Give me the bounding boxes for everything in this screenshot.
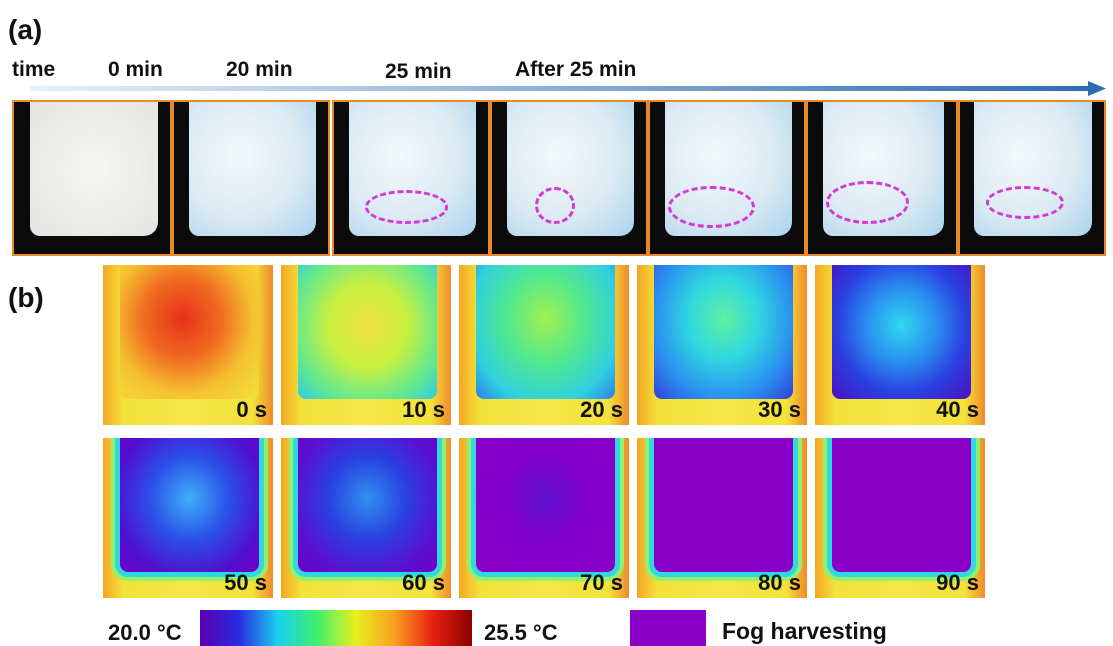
time-tick: 0 min [108, 58, 163, 82]
highlight-ellipse [986, 186, 1064, 219]
frame-label: 60 s [402, 570, 445, 596]
fabric-thermal [832, 265, 971, 399]
legend-swatch [630, 610, 706, 646]
fabric-thermal [476, 438, 615, 572]
photo-frame [490, 100, 648, 256]
fabric-thermal [120, 265, 259, 399]
frame-label: 30 s [758, 397, 801, 423]
time-arrow [0, 80, 1113, 98]
photo-frame [648, 100, 806, 256]
thermal-image: 90 s [815, 438, 985, 598]
fabric-thermal [654, 438, 793, 572]
frame-label: 40 s [936, 397, 979, 423]
fabric-thermal [120, 438, 259, 572]
photo-frame [12, 100, 172, 256]
colorbar-min: 20.0 °C [108, 620, 182, 646]
frame-label: 50 s [224, 570, 267, 596]
time-tick: 20 min [226, 58, 293, 82]
fabric-thermal [298, 265, 437, 399]
thermal-image: 50 s [103, 438, 273, 598]
highlight-ellipse [535, 187, 575, 223]
frame-label: 80 s [758, 570, 801, 596]
time-tick: After 25 min [515, 58, 636, 82]
thermal-image: 70 s [459, 438, 629, 598]
photo-frame [958, 100, 1106, 256]
panel-label: (a) [8, 14, 42, 46]
frame-label: 90 s [936, 570, 979, 596]
fabric [30, 102, 158, 236]
time-label: time [12, 58, 55, 82]
frame-label: 10 s [402, 397, 445, 423]
figure: (a) time 0 min 20 min 25 min After 25 mi… [0, 0, 1113, 646]
fabric [189, 102, 315, 236]
panel-label: (b) [8, 282, 44, 314]
fabric-thermal [654, 265, 793, 399]
highlight-ellipse [826, 181, 909, 223]
highlight-ellipse [668, 186, 754, 228]
frame-label: 0 s [236, 397, 267, 423]
thermal-image: 80 s [637, 438, 807, 598]
thermal-image: 60 s [281, 438, 451, 598]
photo-frame [332, 100, 490, 256]
thermal-image: 30 s [637, 265, 807, 425]
thermal-image: 40 s [815, 265, 985, 425]
thermal-image: 20 s [459, 265, 629, 425]
thermal-image: 10 s [281, 265, 451, 425]
thermal-image: 0 s [103, 265, 273, 425]
highlight-ellipse [365, 190, 448, 223]
legend-label: Fog harvesting [722, 618, 887, 645]
photo-frame [806, 100, 958, 256]
fabric-thermal [298, 438, 437, 572]
frame-label: 20 s [580, 397, 623, 423]
colorbar [200, 610, 472, 646]
frame-label: 70 s [580, 570, 623, 596]
colorbar-max: 25.5 °C [484, 620, 558, 646]
fabric-thermal [476, 265, 615, 399]
photo-frame [172, 100, 330, 256]
fabric-thermal [832, 438, 971, 572]
